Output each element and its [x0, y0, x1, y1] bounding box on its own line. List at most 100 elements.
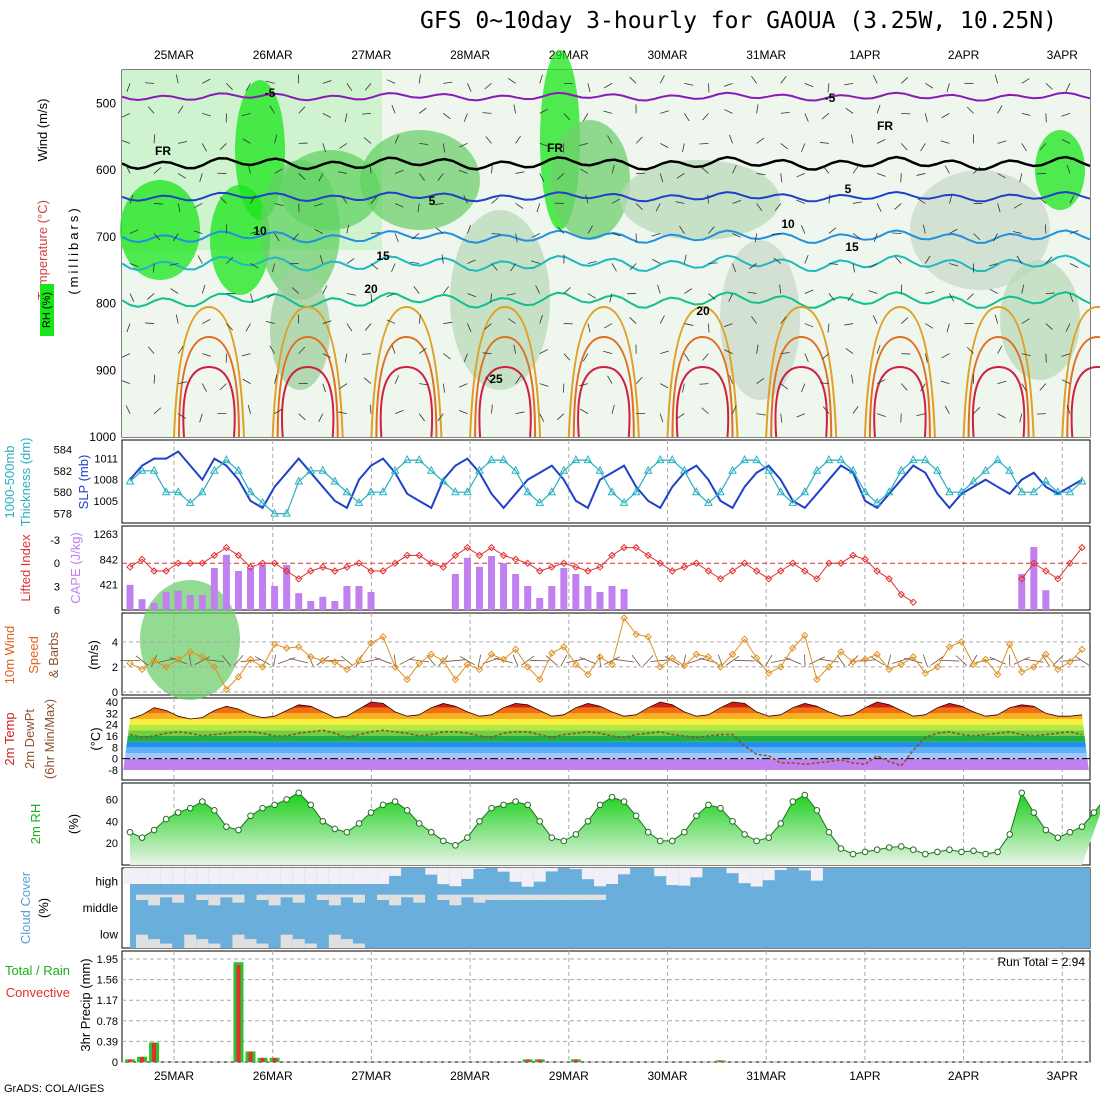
wind-barb — [202, 318, 211, 324]
precip-total-label: Total / Rain — [5, 963, 70, 978]
slp-tick: 1011 — [94, 454, 118, 466]
cape-bar — [512, 574, 520, 610]
wind-barb — [250, 263, 259, 269]
temp-contour — [173, 305, 245, 438]
wind-barb — [872, 75, 878, 84]
li-point — [813, 575, 821, 583]
temp-contour — [121, 229, 1091, 244]
precip-tick: 0 — [112, 1057, 118, 1069]
wind-barb — [247, 404, 251, 414]
wind-barb — [1024, 658, 1044, 663]
rh-point — [367, 809, 375, 816]
cloud-high-gap — [196, 868, 209, 884]
wind-barb — [539, 173, 545, 182]
cloud-row-label: high — [95, 874, 118, 888]
temp-label: (°C) — [88, 727, 103, 750]
wind-barb — [491, 197, 499, 204]
wind-barb — [949, 293, 955, 302]
wind-barb — [391, 263, 396, 272]
wind-barb — [800, 225, 806, 234]
cape-bar — [295, 593, 303, 610]
wind-barb — [1016, 255, 1023, 264]
precip-tick: 1.17 — [97, 995, 118, 1007]
wind-barb — [247, 164, 251, 174]
li-point — [319, 563, 327, 571]
wind-barb — [780, 143, 789, 150]
rh-point — [789, 798, 797, 805]
wind-label: Wind (m/s) — [35, 99, 50, 162]
wind-speed-point — [837, 648, 845, 656]
temp-tick: 8 — [112, 742, 118, 754]
wind-barb — [539, 349, 548, 354]
wind-barb — [245, 323, 251, 332]
wind-barb — [852, 233, 861, 239]
cloud-low-gap — [340, 939, 353, 948]
wind-barb — [298, 413, 306, 421]
wind-speed-point — [572, 660, 580, 669]
li-tick: 3 — [54, 582, 60, 594]
cloud-middle-gap — [545, 894, 558, 900]
wind-barb — [539, 383, 549, 387]
wind-barb — [188, 654, 192, 667]
wind-barb — [121, 139, 131, 144]
wind-barb — [515, 135, 521, 144]
wind-barb — [997, 203, 1001, 213]
wind-barb — [756, 104, 759, 114]
wind-barb — [250, 293, 254, 303]
temp-band — [122, 724, 1090, 731]
wind-speed-point — [258, 663, 267, 671]
li-point — [463, 543, 472, 552]
cloud-middle-gap — [401, 894, 414, 898]
rh-point — [343, 828, 351, 836]
wind-speed-point — [560, 643, 568, 651]
temp-line — [129, 701, 1083, 720]
wind-barb — [314, 229, 323, 234]
wind-barb — [563, 113, 571, 121]
cape-bar — [451, 574, 459, 610]
wind-speed-point — [463, 660, 472, 669]
rh-point — [536, 817, 544, 825]
wind-barb — [289, 658, 309, 664]
date-label-bottom: 26MAR — [253, 1069, 293, 1083]
rh-point — [199, 798, 206, 805]
wind-barb — [607, 375, 613, 384]
wind-speed-point — [1018, 668, 1026, 676]
precip-tick: 1.56 — [97, 975, 118, 987]
wind-barb — [147, 293, 155, 300]
contour-label: 20 — [696, 304, 710, 318]
li-point — [1054, 575, 1062, 583]
temp-contour — [281, 365, 335, 438]
cape-bar — [524, 586, 532, 610]
wind-barb — [513, 344, 517, 354]
wind-barb — [344, 113, 348, 123]
wind-barb — [346, 323, 353, 332]
temp-contour — [567, 305, 640, 438]
wind-barb — [676, 413, 685, 419]
thickness-point — [728, 465, 737, 474]
wind-barb — [1038, 197, 1047, 204]
cape-bar — [331, 601, 339, 610]
wind-barb — [362, 353, 372, 355]
wind-barb — [219, 196, 227, 204]
li-point — [716, 575, 725, 583]
temp-contour — [962, 305, 1035, 438]
wind-barb — [491, 233, 501, 235]
cloud-high-gap — [304, 868, 317, 884]
li-point — [1066, 559, 1074, 567]
precip-tick: 0.39 — [97, 1036, 118, 1048]
thickness-point — [643, 465, 653, 474]
cloud-high-gap — [437, 868, 450, 885]
thickness-point — [318, 465, 328, 474]
wind-barb — [443, 321, 453, 324]
wind-barb — [177, 203, 181, 213]
wind-barb — [836, 654, 846, 667]
wind-barb — [418, 413, 425, 422]
wind-barb — [801, 383, 806, 393]
cape-bar — [608, 586, 616, 610]
thickness-label-1: 1000-500mb — [2, 446, 17, 519]
li-point — [307, 567, 315, 575]
wind-barb — [129, 229, 139, 234]
thickness-point — [137, 465, 147, 474]
wind-barb — [226, 256, 234, 264]
wind-barb — [255, 656, 271, 666]
